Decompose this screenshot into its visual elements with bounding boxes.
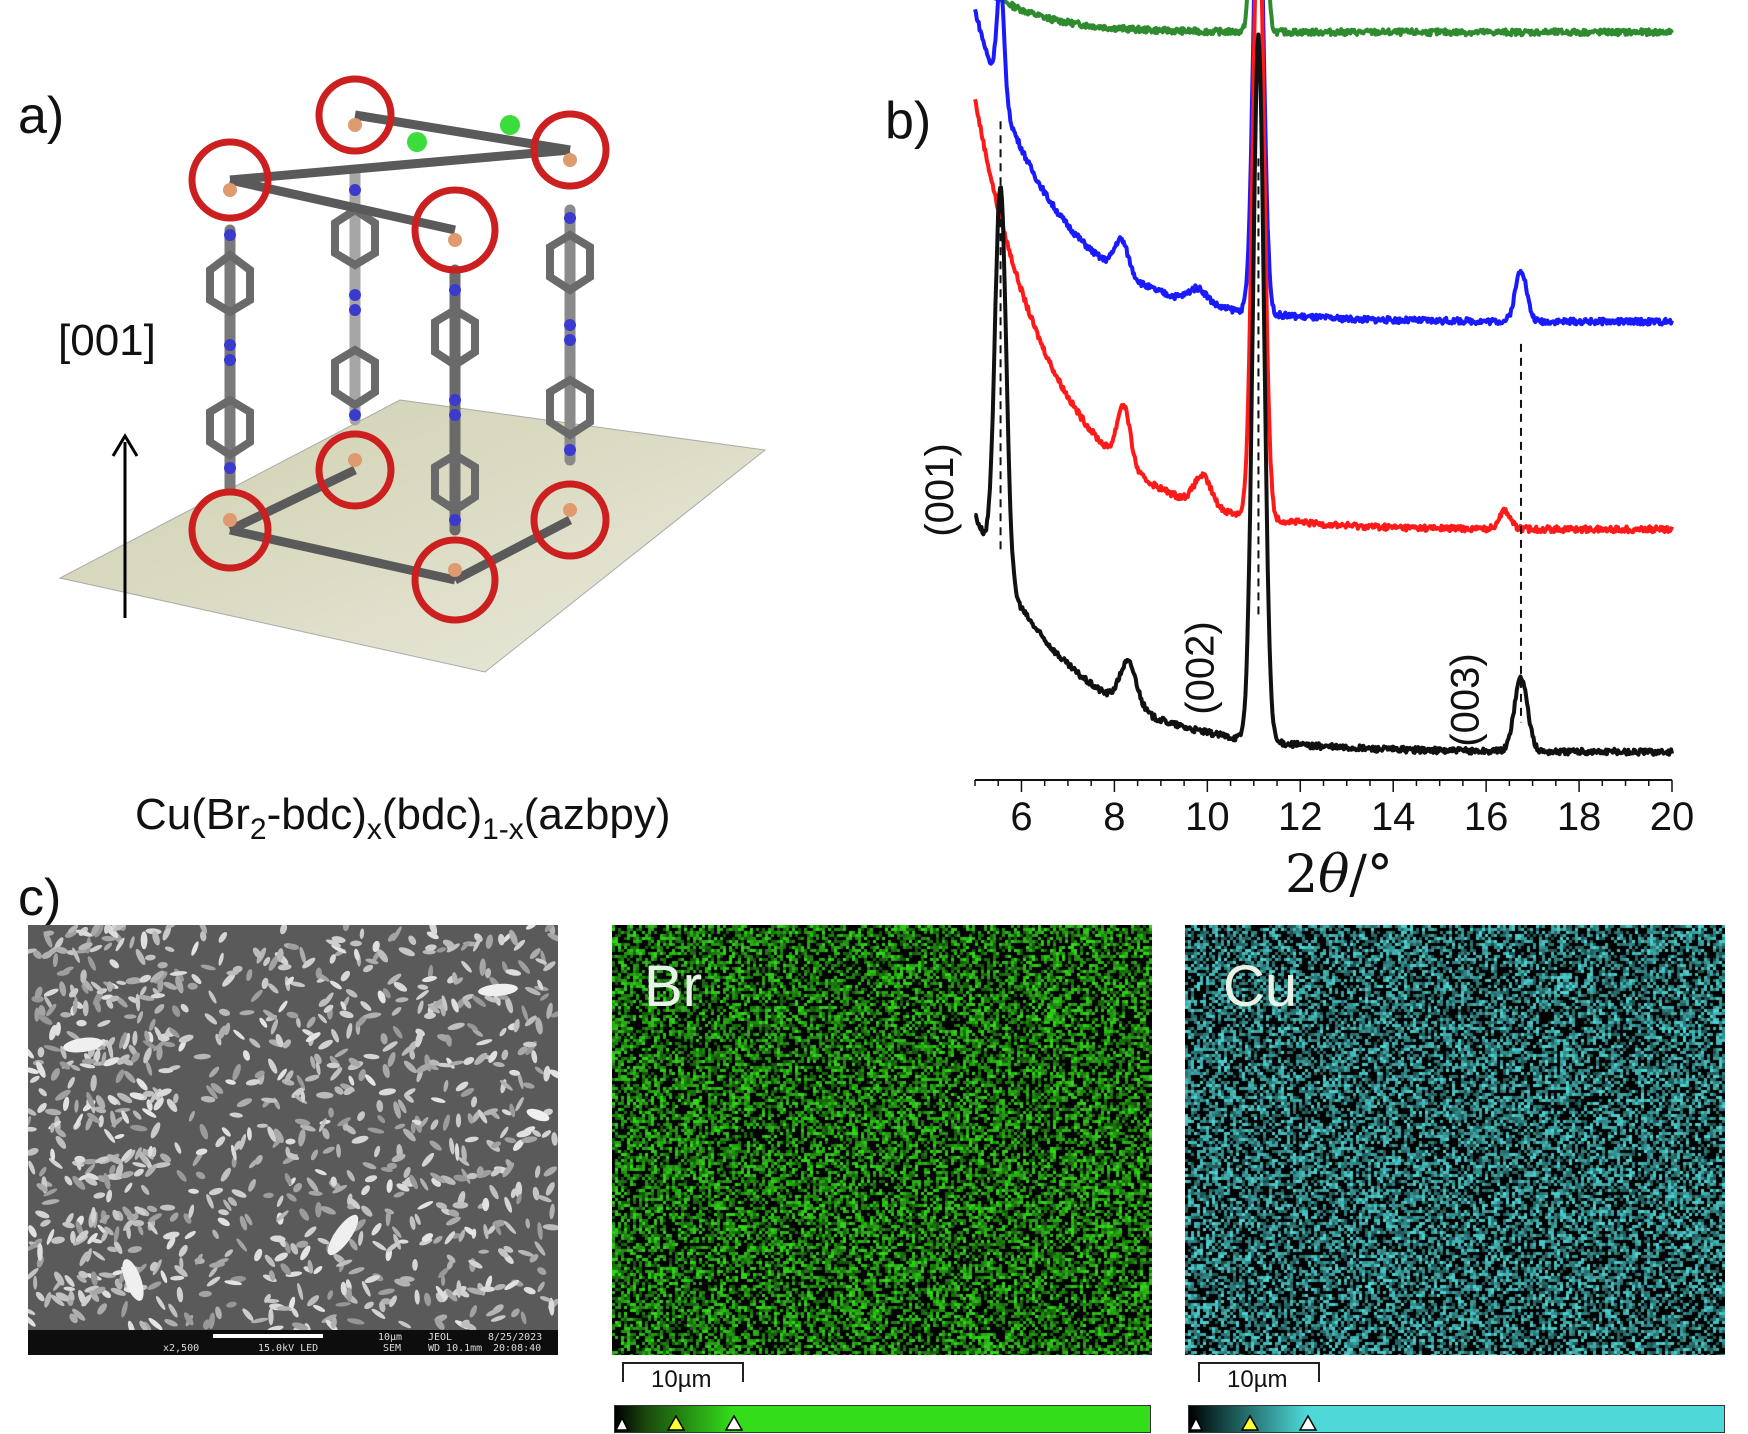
x-tick-label: 14 [1371, 795, 1416, 839]
cu-scale-text: 10µm [1227, 1366, 1288, 1393]
sem-meta-date: 8/25/2023 [488, 1332, 543, 1343]
x-tick-label: 6 [1010, 795, 1032, 839]
xrd-series-line [973, 0, 1674, 535]
xrd-series-line [993, 0, 1674, 38]
formula-caption: Cu(Br2-bdc)x(bdc)1-x(azbpy) [135, 790, 671, 846]
peak-label: (003) [1444, 653, 1488, 746]
br-scale-markers [614, 1414, 744, 1431]
panel-b-label: b) [885, 92, 932, 150]
sem-meta-vendor: JEOL [428, 1332, 453, 1343]
xrd-chart: 6 8 10 12 14 16 18 20 (001) (002) (003) [918, 0, 1695, 839]
cu-map-label: Cu [1223, 954, 1298, 1019]
cu-color-scale [1188, 1405, 1725, 1433]
sem-meta-mode: SEM [383, 1343, 402, 1354]
sem-meta-mag: x2,500 [163, 1343, 200, 1354]
mof-structure-illustration [58, 75, 767, 673]
peak-label: (001) [918, 443, 962, 536]
br-color-scale [614, 1405, 1151, 1433]
xrd-series-line [973, 32, 1674, 757]
sem-image: 10µm JEOL 8/25/2023 x2,500 15.0kV LED SE… [28, 925, 558, 1355]
sem-scale-text: 10µm [378, 1332, 403, 1343]
x-tick-label: 8 [1103, 795, 1125, 839]
x-tick-label: 18 [1557, 795, 1602, 839]
x-tick-label: 10 [1185, 795, 1230, 839]
sem-meta-wd: WD 10.1mm [428, 1343, 483, 1354]
x-axis-label: 2θ/° [1285, 845, 1393, 905]
sem-meta-kv: 15.0kV LED [258, 1343, 319, 1354]
panel-c-label: c) [18, 869, 62, 927]
direction-arrow [111, 433, 139, 618]
sem-info-strip: 10µm JEOL 8/25/2023 x2,500 15.0kV LED SE… [28, 1330, 558, 1355]
peak-label: (002) [1178, 621, 1222, 714]
x-tick-label: 20 [1650, 795, 1695, 839]
direction-label: [001] [58, 316, 156, 365]
cu-scale-bar [1198, 1362, 1320, 1382]
panel-a-label: a) [18, 87, 65, 145]
x-tick-label: 16 [1464, 795, 1509, 839]
xrd-series-line [973, 0, 1674, 327]
br-eds-map: Br [612, 925, 1152, 1355]
cu-eds-map: Cu [1185, 925, 1725, 1355]
sem-meta-time: 20:08:40 [493, 1343, 542, 1354]
br-map-label: Br [644, 954, 702, 1019]
x-tick-label: 12 [1278, 795, 1323, 839]
br-scale-text: 10µm [651, 1366, 712, 1393]
sem-scale-bar [213, 1334, 323, 1338]
cu-scale-markers [1188, 1414, 1318, 1431]
br-scale-bar [622, 1362, 744, 1382]
substrate-plane [58, 399, 767, 673]
